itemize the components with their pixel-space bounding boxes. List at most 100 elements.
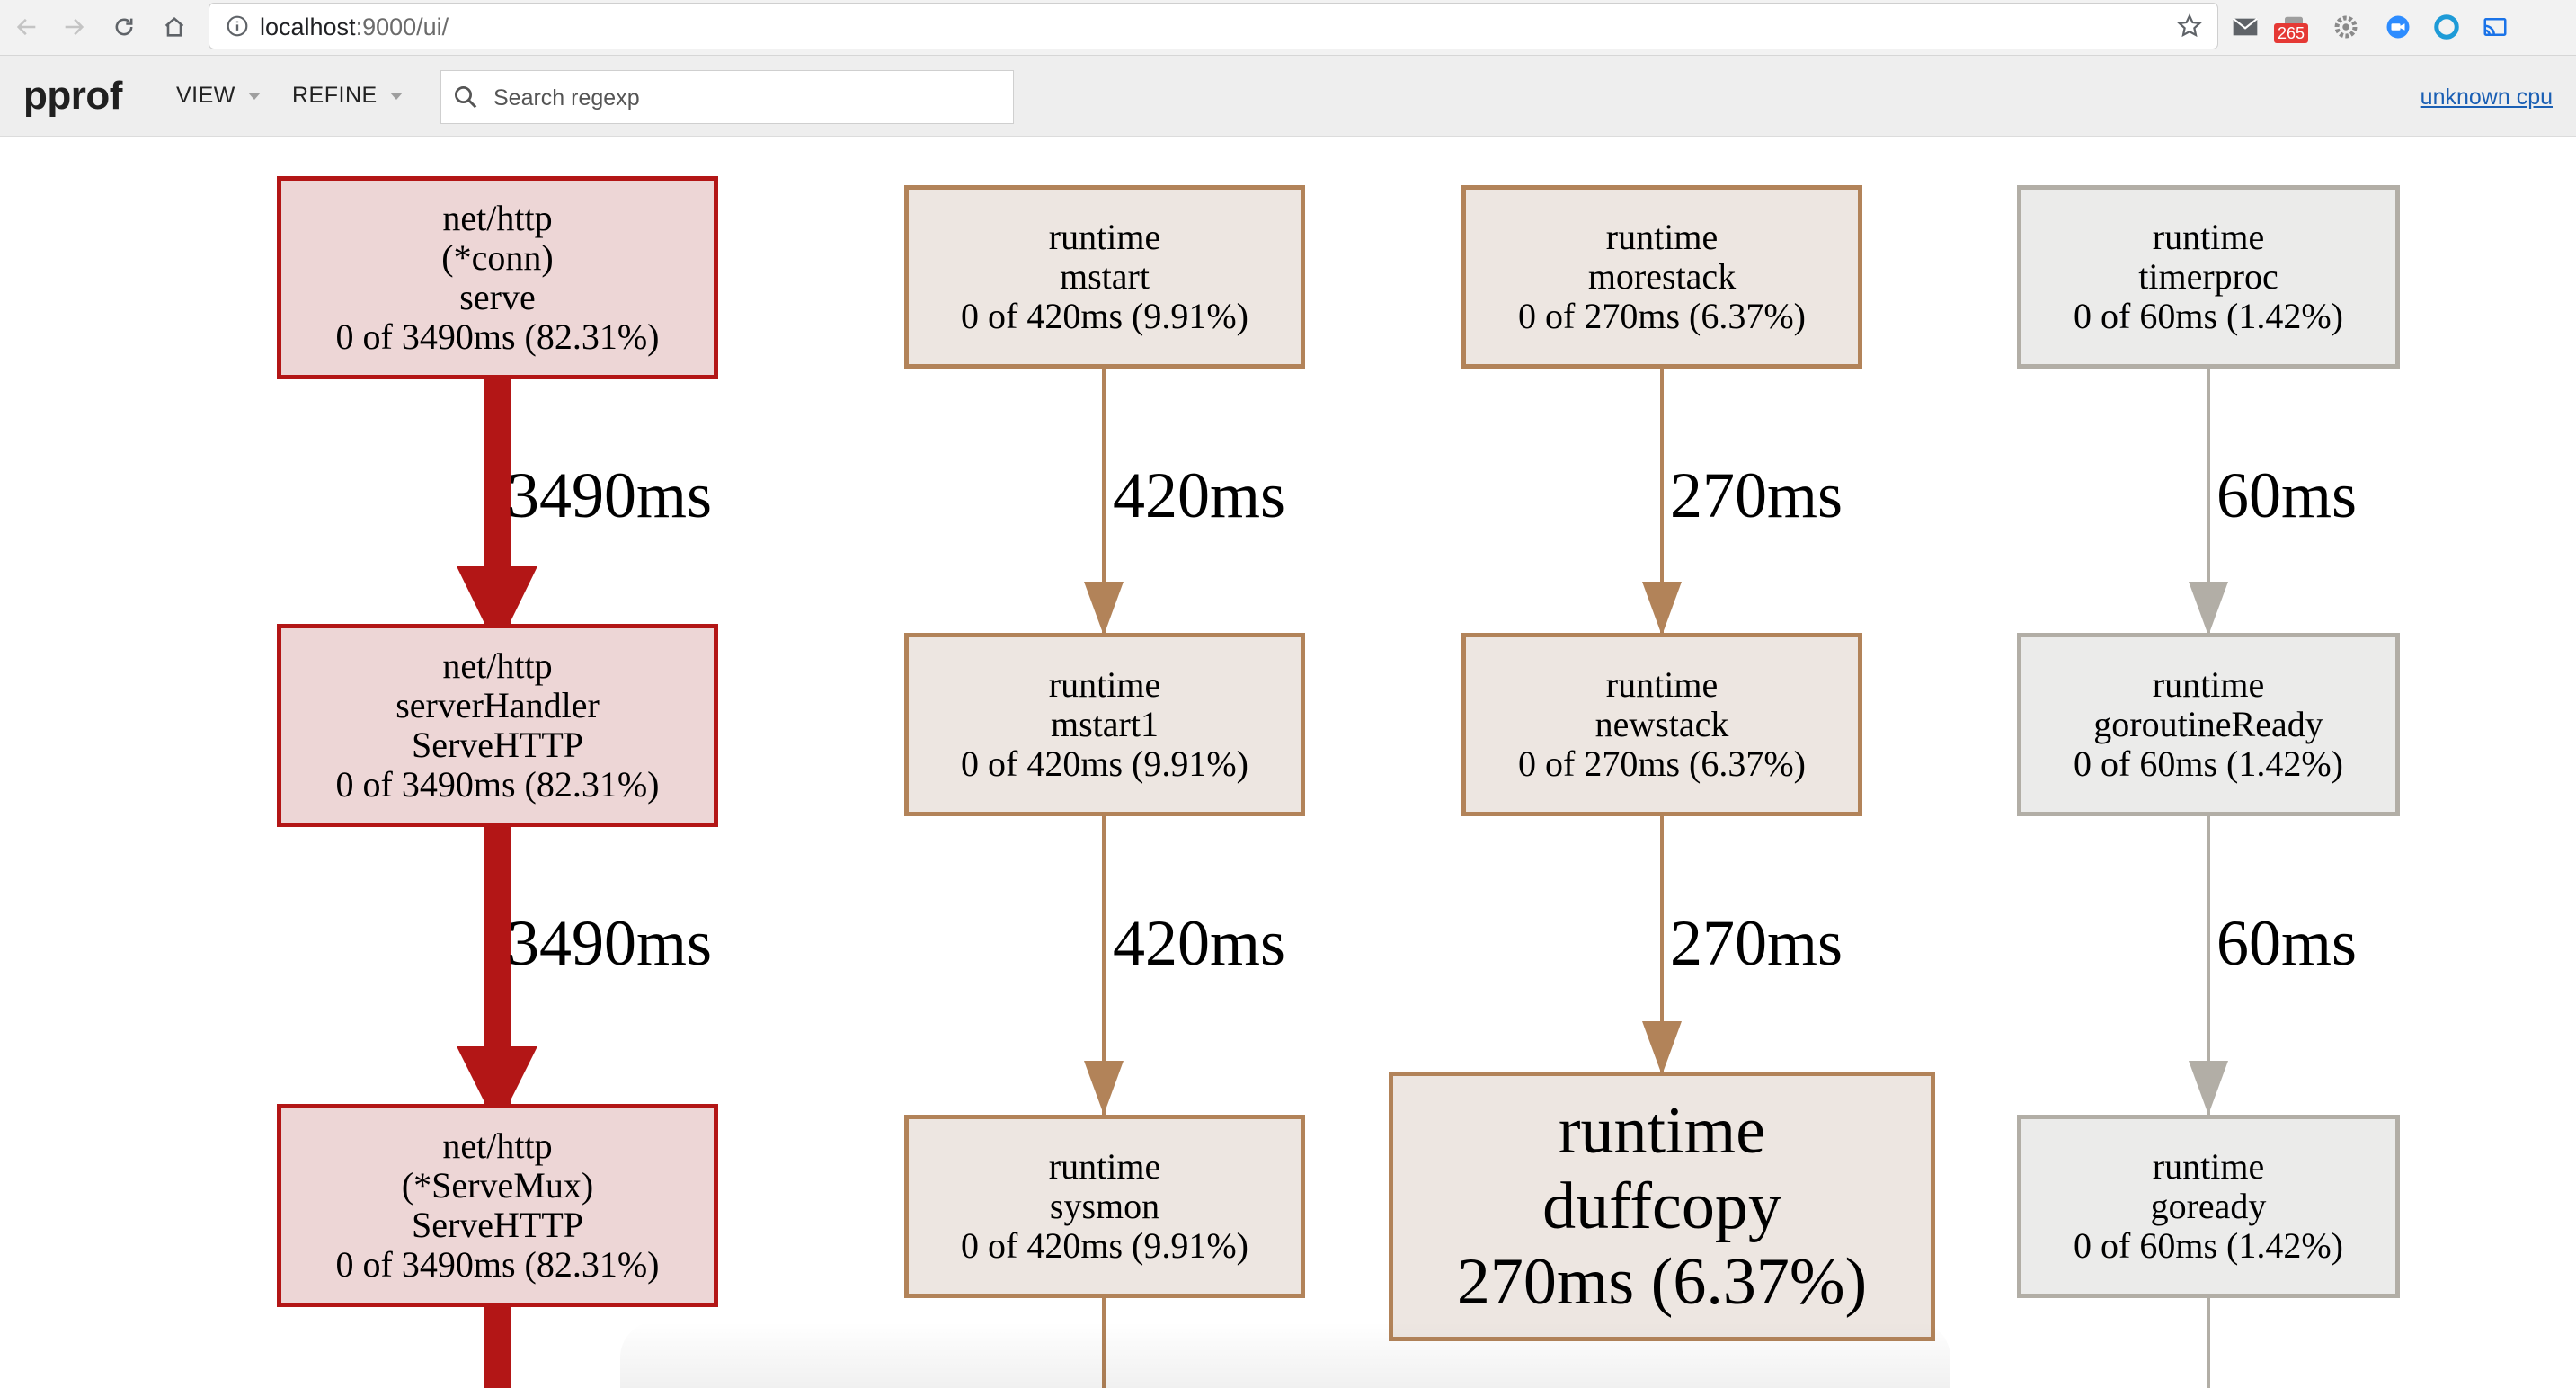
node-function: goroutineReady: [2093, 704, 2323, 744]
graph-edge-goroutineready-to-goready[interactable]: [2189, 814, 2228, 1210]
node-package: runtime: [1605, 217, 1719, 257]
graph-edge-morestack-to-newstack[interactable]: [1642, 367, 1682, 726]
graph-node[interactable]: runtime mstart 0 of 420ms (9.91%): [904, 185, 1305, 369]
url-text: localhost:9000/ui/: [260, 13, 449, 41]
search-icon: [455, 86, 477, 109]
node-function: newstack: [1594, 704, 1729, 744]
graph-node[interactable]: runtime duffcopy 270ms (6.37%): [1389, 1072, 1935, 1341]
graph-edges: [457, 367, 2228, 1388]
node-package: net/http: [442, 645, 553, 686]
graph-edge-newstack-to-duffcopy[interactable]: [1642, 814, 1682, 1210]
url-path: :9000/ui/: [355, 13, 449, 40]
node-package: net/http: [442, 1126, 553, 1166]
node-package: runtime: [1048, 664, 1161, 705]
search-box[interactable]: [440, 70, 1014, 124]
node-function: serve: [459, 277, 536, 317]
reload-icon: [115, 18, 133, 36]
graph-node[interactable]: net/http (*conn) serve 0 of 3490ms (82.3…: [277, 176, 718, 379]
graph-node[interactable]: runtime timerproc 0 of 60ms (1.42%): [2017, 185, 2400, 369]
node-function: morestack: [1587, 256, 1737, 297]
node-cost: 0 of 60ms (1.42%): [2074, 296, 2343, 336]
node-function: mstart1: [1051, 704, 1159, 744]
reload-button[interactable]: [106, 9, 142, 45]
node-package: runtime: [1048, 1146, 1161, 1187]
video-icon: [2386, 15, 2410, 39]
graph-node[interactable]: runtime sysmon 0 of 420ms (9.91%): [904, 1115, 1305, 1298]
graph-edge-serverhandler-to-servemux[interactable]: [457, 823, 537, 1127]
node-cost: 0 of 420ms (9.91%): [961, 743, 1248, 784]
extension-badge: 265: [2274, 23, 2309, 43]
pprof-title: pprof: [23, 74, 122, 118]
cast-extension[interactable]: [2479, 11, 2511, 43]
node-receiver: (*conn): [441, 237, 554, 278]
node-package: runtime: [2152, 1146, 2265, 1187]
node-function: timerproc: [2138, 256, 2278, 297]
graph-node[interactable]: net/http serverHandler ServeHTTP 0 of 34…: [277, 624, 718, 827]
refine-menu[interactable]: REFINE: [292, 83, 403, 109]
star-icon[interactable]: [2176, 13, 2203, 40]
graph-node[interactable]: runtime goready 0 of 60ms (1.42%): [2017, 1115, 2400, 1298]
node-cost: 0 of 60ms (1.42%): [2074, 743, 2343, 784]
node-cost: 0 of 270ms (6.37%): [1518, 296, 1806, 336]
home-icon: [164, 16, 184, 37]
graph-edge-mstart-to-mstart1[interactable]: [1084, 367, 1124, 726]
edge-label: 270ms: [1670, 907, 1843, 979]
edge-label: 420ms: [1113, 907, 1286, 979]
view-menu[interactable]: VIEW: [176, 83, 261, 109]
edge-label: 270ms: [1670, 459, 1843, 531]
circle-extension[interactable]: [2430, 11, 2463, 43]
mail-extension[interactable]: [2229, 11, 2261, 43]
graph-edge-servemux-out[interactable]: [484, 1305, 511, 1388]
node-cost: 0 of 60ms (1.42%): [2074, 1225, 2343, 1266]
edge-label: 420ms: [1113, 459, 1286, 531]
gear-icon: [2334, 15, 2358, 39]
node-receiver: serverHandler: [395, 685, 600, 725]
home-button[interactable]: [156, 9, 192, 45]
scroll-shadow: [620, 1321, 1950, 1388]
mail-icon: [2233, 17, 2258, 36]
node-cost: 0 of 420ms (9.91%): [961, 296, 1248, 336]
url-host: localhost: [260, 13, 356, 40]
circle-icon: [2434, 14, 2459, 40]
search-input[interactable]: [492, 80, 999, 116]
cast-icon: [2483, 18, 2507, 36]
address-bar[interactable]: localhost:9000/ui/: [209, 3, 2218, 49]
profile-type-link[interactable]: unknown cpu: [2420, 85, 2553, 110]
node-package: runtime: [2152, 664, 2265, 705]
back-icon: [16, 18, 36, 36]
edge-label: 3490ms: [507, 907, 713, 979]
settings-extension[interactable]: [2330, 11, 2362, 43]
graph-edge-sysmon-out[interactable]: [1102, 1296, 1106, 1388]
graph-edge-goready-out[interactable]: [2207, 1296, 2210, 1388]
chevron-down-icon: [389, 92, 403, 100]
node-function: mstart: [1060, 256, 1150, 297]
edge-label: 60ms: [2216, 907, 2358, 979]
edge-label: 60ms: [2216, 459, 2358, 531]
info-icon[interactable]: [226, 14, 249, 38]
forward-icon: [65, 18, 84, 36]
graph-edge-mstart1-to-sysmon[interactable]: [1084, 814, 1124, 1210]
node-package: runtime: [1048, 217, 1161, 257]
node-cost: 270ms (6.37%): [1456, 1245, 1868, 1319]
node-function: ServeHTTP: [411, 1205, 584, 1245]
video-extension[interactable]: [2382, 11, 2414, 43]
node-cost: 0 of 3490ms (82.31%): [335, 1244, 660, 1285]
node-cost: 0 of 270ms (6.37%): [1518, 743, 1806, 784]
back-button[interactable]: [9, 9, 45, 45]
view-menu-label: VIEW: [176, 83, 235, 108]
graph-node[interactable]: runtime morestack 0 of 270ms (6.37%): [1461, 185, 1862, 369]
node-cost: 0 of 420ms (9.91%): [961, 1225, 1248, 1266]
call-graph[interactable]: 3490ms 3490ms 420ms 420ms 270ms 270ms 60…: [0, 137, 2576, 1388]
graph-node[interactable]: runtime newstack 0 of 270ms (6.37%): [1461, 633, 1862, 816]
edge-label: 3490ms: [507, 459, 713, 531]
graph-edge-timerproc-to-goroutineready[interactable]: [2189, 367, 2228, 726]
node-cost: 0 of 3490ms (82.31%): [335, 316, 660, 357]
node-function: goready: [2150, 1186, 2267, 1226]
chevron-down-icon: [247, 92, 261, 100]
graph-node[interactable]: runtime mstart1 0 of 420ms (9.91%): [904, 633, 1305, 816]
node-package: runtime: [1558, 1094, 1766, 1168]
graph-node[interactable]: runtime goroutineReady 0 of 60ms (1.42%): [2017, 633, 2400, 816]
graph-node[interactable]: net/http (*ServeMux) ServeHTTP 0 of 3490…: [277, 1104, 718, 1307]
forward-button[interactable]: [56, 9, 92, 45]
pprof-header: pprof VIEW REFINE unknown cpu: [0, 56, 2576, 137]
